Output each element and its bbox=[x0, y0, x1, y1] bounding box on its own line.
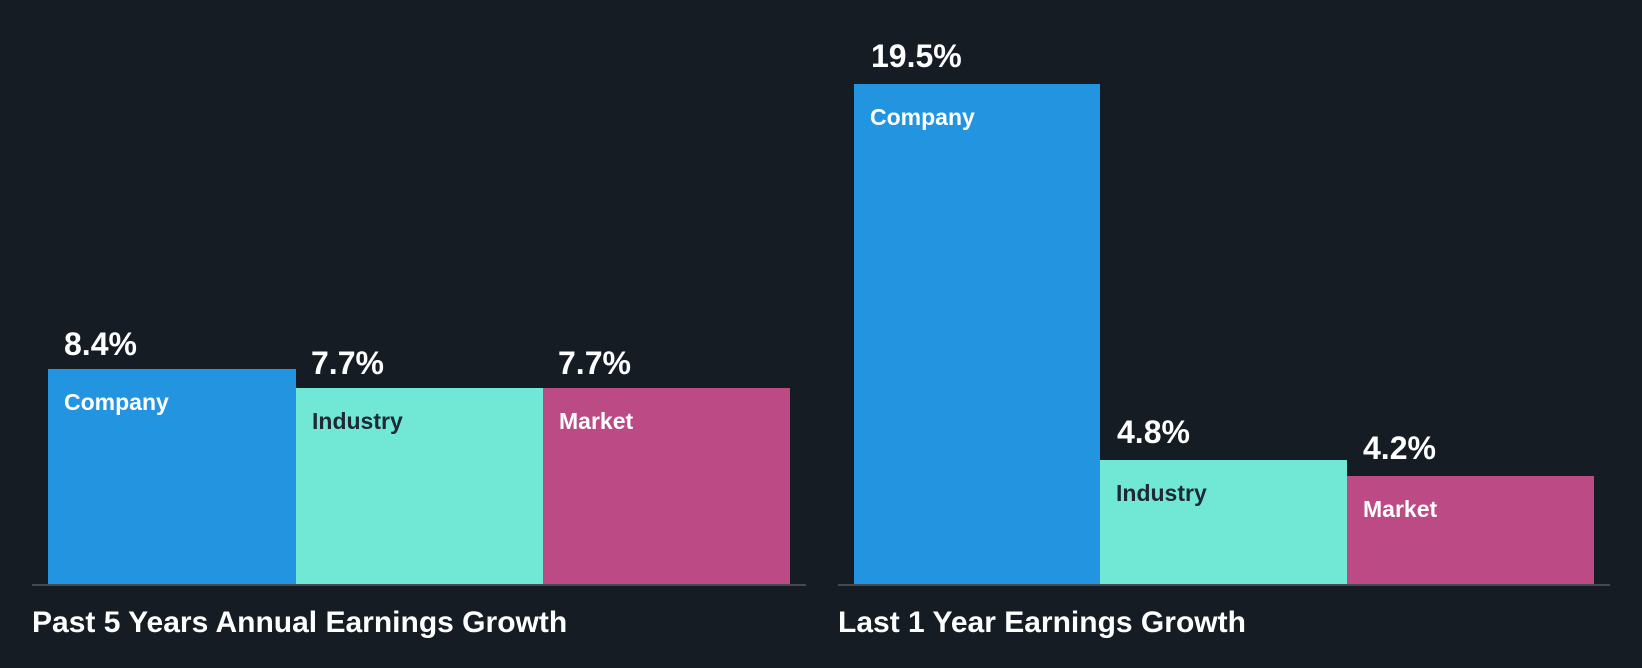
bar-industry: Industry bbox=[1100, 460, 1347, 586]
value-label-industry: 7.7% bbox=[311, 345, 384, 381]
x-axis-line bbox=[32, 584, 806, 586]
chart-title: Past 5 Years Annual Earnings Growth bbox=[32, 606, 568, 639]
bar-company: Company bbox=[48, 369, 296, 586]
bar-label-company: Company bbox=[870, 104, 975, 130]
chart-title: Last 1 Year Earnings Growth bbox=[838, 606, 1246, 639]
bar-market: Market bbox=[1347, 476, 1594, 586]
bar-market: Market bbox=[543, 388, 790, 586]
value-label-company: 19.5% bbox=[871, 38, 962, 74]
bar-label-industry: Industry bbox=[312, 408, 403, 434]
value-label-market: 7.7% bbox=[558, 345, 631, 381]
bar-label-market: Market bbox=[1363, 496, 1438, 522]
bar-company: Company bbox=[854, 84, 1100, 586]
value-label-company: 8.4% bbox=[64, 326, 137, 362]
bar-industry: Industry bbox=[296, 388, 543, 586]
value-label-market: 4.2% bbox=[1363, 430, 1436, 466]
bar-label-industry: Industry bbox=[1116, 480, 1207, 506]
value-label-industry: 4.8% bbox=[1117, 414, 1190, 450]
bar-label-market: Market bbox=[559, 408, 634, 434]
x-axis-line bbox=[838, 584, 1610, 586]
bar-label-company: Company bbox=[64, 389, 169, 415]
